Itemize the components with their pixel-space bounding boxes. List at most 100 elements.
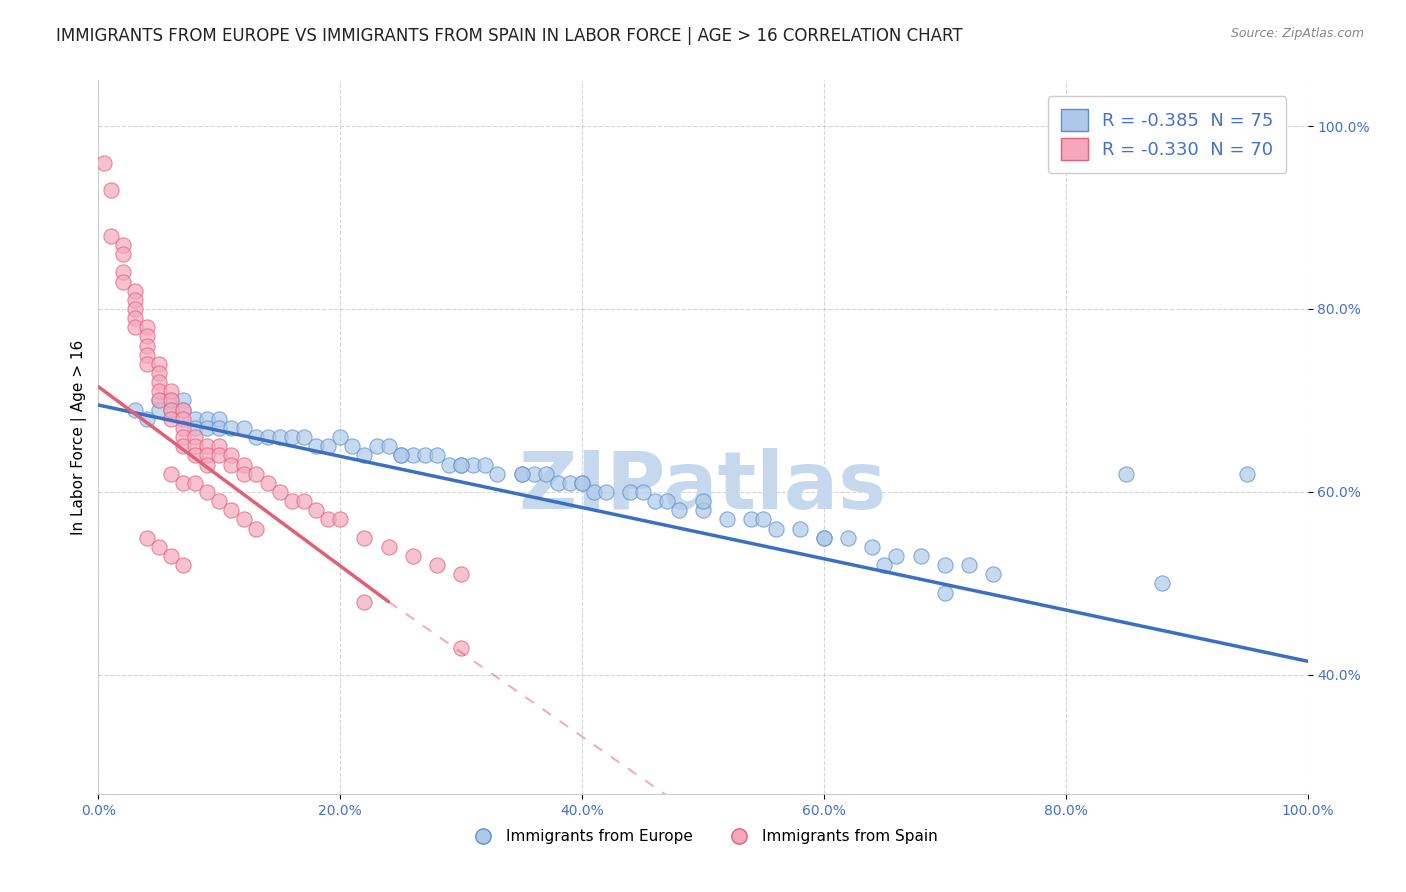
Point: [366, 439, 388, 453]
Point: [1236, 467, 1258, 481]
Point: [208, 421, 231, 435]
Point: [160, 402, 183, 417]
Point: [329, 430, 352, 444]
Point: [148, 366, 170, 380]
Point: [160, 411, 183, 425]
Point: [208, 494, 231, 508]
Text: ZIPatlas: ZIPatlas: [519, 448, 887, 526]
Point: [353, 449, 375, 463]
Point: [148, 384, 170, 399]
Point: [111, 247, 134, 261]
Point: [837, 531, 859, 545]
Point: [245, 467, 267, 481]
Point: [558, 475, 581, 490]
Point: [523, 467, 546, 481]
Point: [316, 512, 339, 526]
Point: [813, 531, 835, 545]
Point: [655, 494, 678, 508]
Point: [195, 421, 218, 435]
Point: [208, 411, 231, 425]
Point: [184, 411, 207, 425]
Point: [184, 421, 207, 435]
Point: [111, 265, 134, 279]
Point: [195, 458, 218, 472]
Point: [389, 449, 412, 463]
Point: [111, 275, 134, 289]
Point: [148, 393, 170, 408]
Point: [100, 183, 122, 197]
Point: [595, 485, 617, 500]
Point: [426, 558, 449, 573]
Point: [160, 393, 183, 408]
Point: [813, 531, 835, 545]
Point: [450, 640, 472, 655]
Point: [184, 449, 207, 463]
Point: [934, 585, 956, 599]
Point: [547, 475, 569, 490]
Point: [292, 494, 315, 508]
Point: [342, 439, 364, 453]
Legend: Immigrants from Europe, Immigrants from Spain: Immigrants from Europe, Immigrants from …: [463, 823, 943, 850]
Text: Source: ZipAtlas.com: Source: ZipAtlas.com: [1230, 27, 1364, 40]
Point: [450, 458, 472, 472]
Point: [510, 467, 533, 481]
Point: [184, 475, 207, 490]
Point: [292, 430, 315, 444]
Point: [148, 393, 170, 408]
Point: [160, 402, 183, 417]
Point: [135, 531, 157, 545]
Point: [172, 439, 194, 453]
Point: [860, 540, 883, 554]
Point: [221, 503, 243, 517]
Point: [437, 458, 460, 472]
Point: [692, 494, 714, 508]
Point: [281, 494, 304, 508]
Point: [160, 467, 183, 481]
Point: [245, 522, 267, 536]
Point: [111, 238, 134, 252]
Point: [135, 357, 157, 371]
Point: [221, 449, 243, 463]
Point: [619, 485, 641, 500]
Point: [886, 549, 908, 563]
Point: [135, 338, 157, 352]
Point: [981, 567, 1004, 582]
Point: [184, 430, 207, 444]
Point: [256, 475, 278, 490]
Point: [752, 512, 775, 526]
Point: [172, 402, 194, 417]
Point: [692, 503, 714, 517]
Point: [631, 485, 654, 500]
Point: [160, 549, 183, 563]
Point: [232, 421, 254, 435]
Point: [281, 430, 304, 444]
Point: [256, 430, 278, 444]
Point: [195, 411, 218, 425]
Point: [269, 485, 291, 500]
Point: [148, 402, 170, 417]
Point: [208, 449, 231, 463]
Point: [463, 458, 485, 472]
Point: [377, 439, 399, 453]
Point: [245, 430, 267, 444]
Point: [232, 512, 254, 526]
Point: [135, 320, 157, 334]
Point: [160, 393, 183, 408]
Point: [100, 228, 122, 243]
Point: [450, 567, 472, 582]
Point: [221, 421, 243, 435]
Point: [135, 329, 157, 343]
Point: [232, 458, 254, 472]
Point: [172, 411, 194, 425]
Point: [873, 558, 896, 573]
Point: [124, 311, 146, 326]
Point: [571, 475, 593, 490]
Point: [195, 439, 218, 453]
Point: [413, 449, 436, 463]
Point: [957, 558, 980, 573]
Point: [426, 449, 449, 463]
Point: [389, 449, 412, 463]
Point: [474, 458, 496, 472]
Point: [232, 467, 254, 481]
Point: [353, 595, 375, 609]
